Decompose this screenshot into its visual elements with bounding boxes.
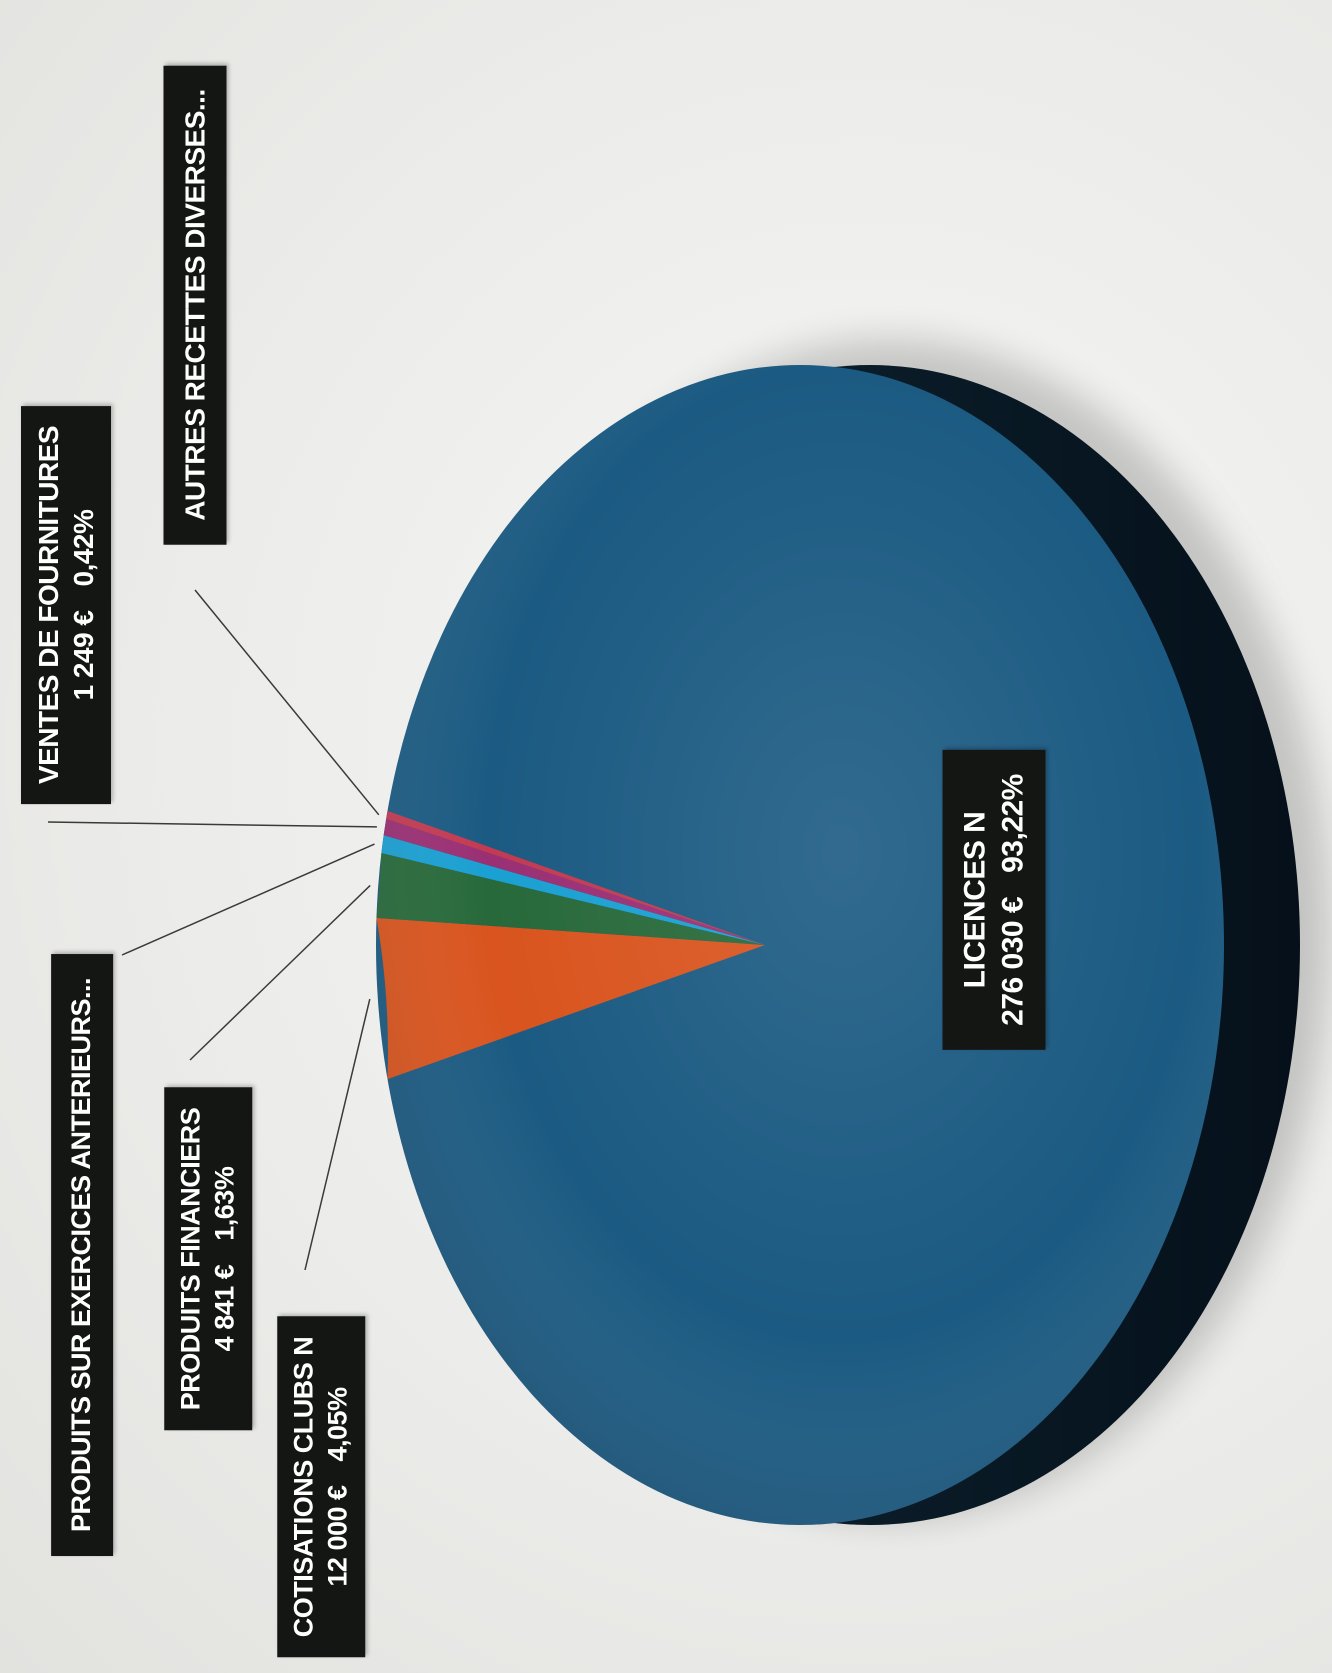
label-value: 276 030 € [996, 896, 1029, 1026]
label-title: AUTRES RECETTES DIVERSES... [179, 89, 211, 521]
leader-line-diverses [194, 589, 380, 816]
label-title: PRODUITS FINANCIERS [175, 1107, 206, 1411]
label-title: COTISATIONS CLUBS N [288, 1336, 319, 1638]
leader-lines [47, 589, 380, 1271]
label-autres-recettes-diverses: AUTRES RECETTES DIVERSES... [163, 65, 227, 545]
label-title: VENTES DE FOURNITURES [33, 425, 64, 785]
label-percent: 1,63% [209, 1166, 239, 1241]
label-produits-financiers: PRODUITS FINANCIERS 4 841 € 1,63% [164, 1087, 252, 1431]
leader-line-financiers [189, 884, 371, 1061]
leader-line-anterieurs [121, 843, 375, 956]
label-value: 12 000 € [322, 1485, 352, 1587]
label-licences: LICENCES N 276 030 € 93,22% [942, 750, 1046, 1050]
label-ventes-de-fournitures: VENTES DE FOURNITURES 1 249 € 0,42% [21, 405, 111, 805]
pie-top-shading [376, 365, 1224, 1525]
label-title: LICENCES N [958, 811, 992, 989]
label-value: 4 841 € [209, 1264, 239, 1352]
label-percent: 0,42% [68, 509, 99, 587]
label-cotisations-clubs: COTISATIONS CLUBS N 12 000 € 4,05% [277, 1316, 365, 1658]
label-percent: 93,22% [996, 774, 1029, 873]
label-percent: 4,05% [322, 1387, 352, 1462]
label-value: 1 249 € [68, 610, 99, 701]
label-title: PRODUITS SUR EXERCICES ANTERIEURS... [66, 977, 97, 1533]
leader-line-cotisations [304, 998, 371, 1271]
leader-line-fournitures [47, 821, 377, 828]
label-produits-sur-exercices-anterieurs: PRODUITS SUR EXERCICES ANTERIEURS... [51, 953, 113, 1557]
